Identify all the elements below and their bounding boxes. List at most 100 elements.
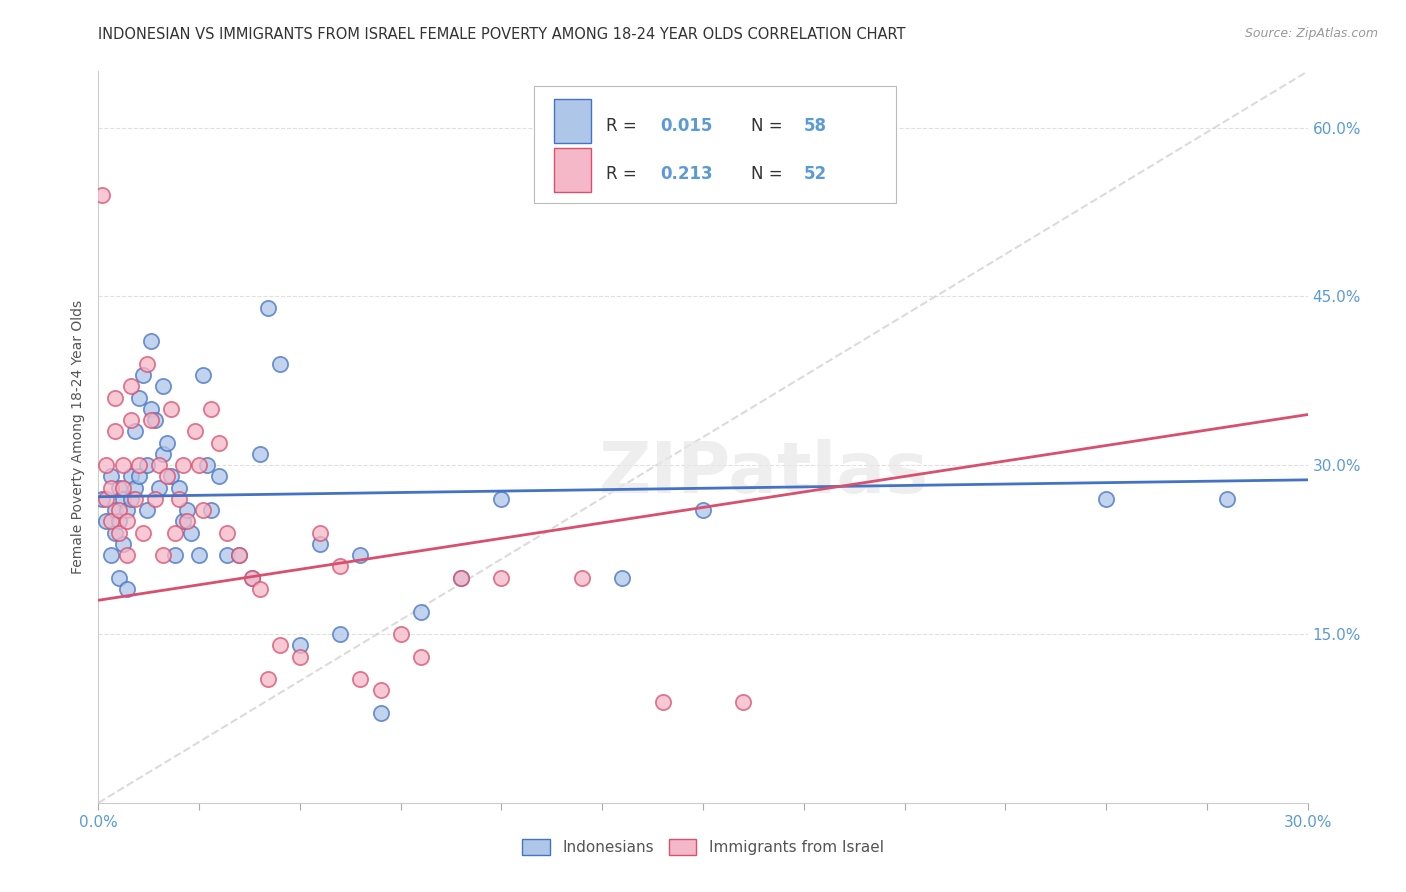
Point xyxy=(188,458,211,473)
Point xyxy=(115,548,138,562)
Point xyxy=(200,401,222,416)
Point xyxy=(96,458,118,473)
Point xyxy=(288,649,311,664)
Point xyxy=(269,357,291,371)
Point xyxy=(128,458,150,473)
Point xyxy=(91,188,114,202)
Point xyxy=(491,571,513,585)
Point xyxy=(91,491,114,506)
Point xyxy=(309,525,332,540)
Point xyxy=(107,515,129,529)
Point xyxy=(160,401,183,416)
Point xyxy=(115,515,138,529)
Point xyxy=(176,515,198,529)
Point xyxy=(163,525,186,540)
Point xyxy=(309,537,332,551)
Point xyxy=(651,694,673,708)
Y-axis label: Female Poverty Among 18-24 Year Olds: Female Poverty Among 18-24 Year Olds xyxy=(70,300,84,574)
Point xyxy=(450,571,472,585)
FancyBboxPatch shape xyxy=(554,99,591,143)
Point xyxy=(491,491,513,506)
Point xyxy=(103,391,125,405)
Text: INDONESIAN VS IMMIGRANTS FROM ISRAEL FEMALE POVERTY AMONG 18-24 YEAR OLDS CORREL: INDONESIAN VS IMMIGRANTS FROM ISRAEL FEM… xyxy=(98,27,905,42)
Point xyxy=(152,447,174,461)
Point xyxy=(107,571,129,585)
Point xyxy=(124,491,146,506)
Point xyxy=(135,357,157,371)
Point xyxy=(349,548,371,562)
Text: R =: R = xyxy=(606,117,643,136)
Point xyxy=(120,469,142,483)
Point xyxy=(143,491,166,506)
Text: 0.213: 0.213 xyxy=(661,165,713,183)
Text: N =: N = xyxy=(751,165,789,183)
Point xyxy=(107,481,129,495)
Point xyxy=(1216,491,1239,506)
Point xyxy=(111,537,134,551)
Point xyxy=(135,503,157,517)
Point xyxy=(120,379,142,393)
Point xyxy=(176,503,198,517)
Point xyxy=(409,605,432,619)
Point xyxy=(96,491,118,506)
Point xyxy=(111,481,134,495)
Point xyxy=(256,301,278,315)
Point xyxy=(128,391,150,405)
Point xyxy=(180,525,202,540)
Point xyxy=(571,571,593,585)
Point xyxy=(193,503,215,517)
Point xyxy=(208,469,231,483)
Point xyxy=(249,447,271,461)
Point xyxy=(156,435,179,450)
Point xyxy=(172,458,194,473)
Point xyxy=(692,503,714,517)
Point xyxy=(228,548,250,562)
Point xyxy=(329,627,352,641)
Point xyxy=(111,491,134,506)
Point xyxy=(152,379,174,393)
Point xyxy=(256,672,278,686)
Point xyxy=(115,582,138,596)
Point xyxy=(217,525,239,540)
Point xyxy=(96,515,118,529)
Point xyxy=(370,706,392,720)
Point xyxy=(349,672,371,686)
Point xyxy=(132,525,155,540)
Point xyxy=(167,481,190,495)
Point xyxy=(148,481,170,495)
Point xyxy=(167,491,190,506)
Point xyxy=(288,638,311,652)
Point xyxy=(100,469,122,483)
Point xyxy=(148,458,170,473)
Point xyxy=(193,368,215,383)
Point xyxy=(269,638,291,652)
Point xyxy=(370,683,392,698)
Text: 52: 52 xyxy=(803,165,827,183)
Point xyxy=(450,571,472,585)
Point xyxy=(107,503,129,517)
FancyBboxPatch shape xyxy=(534,86,897,203)
Point xyxy=(249,582,271,596)
Point xyxy=(163,548,186,562)
Point xyxy=(217,548,239,562)
Point xyxy=(139,334,162,349)
Point xyxy=(208,435,231,450)
Point xyxy=(200,503,222,517)
Point xyxy=(124,425,146,439)
Point xyxy=(160,469,183,483)
Point xyxy=(228,548,250,562)
Text: R =: R = xyxy=(606,165,648,183)
Point xyxy=(124,481,146,495)
Point xyxy=(139,413,162,427)
Point xyxy=(195,458,218,473)
Point xyxy=(135,458,157,473)
Text: 0.015: 0.015 xyxy=(661,117,713,136)
Point xyxy=(128,469,150,483)
Point xyxy=(100,481,122,495)
Point xyxy=(143,413,166,427)
Point xyxy=(103,525,125,540)
FancyBboxPatch shape xyxy=(554,148,591,192)
Point xyxy=(240,571,263,585)
Point xyxy=(184,425,207,439)
Legend: Indonesians, Immigrants from Israel: Indonesians, Immigrants from Israel xyxy=(516,833,890,861)
